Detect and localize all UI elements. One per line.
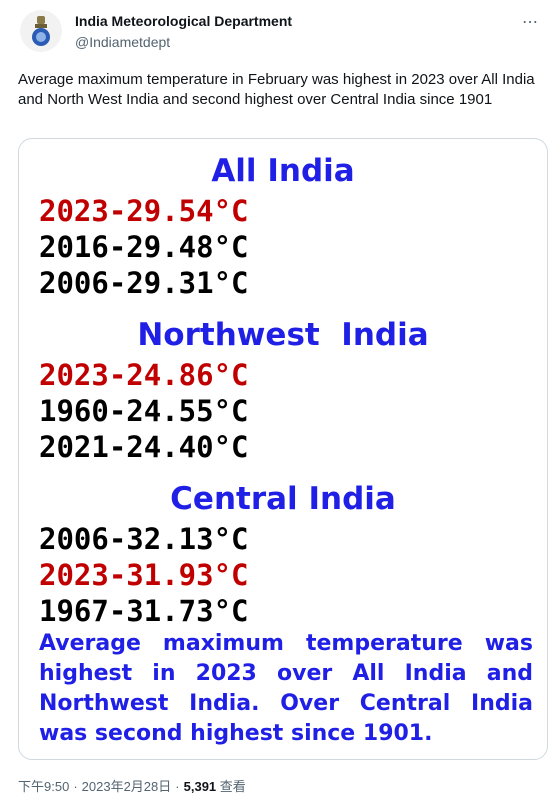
views-label: 查看 <box>219 779 246 794</box>
tweet-text: Average maximum temperature in February … <box>18 71 535 108</box>
record-entry: 2021-24.40°C <box>39 430 249 464</box>
record-entry: 2023-29.54°C <box>39 194 249 228</box>
record-entry: 2023-31.93°C <box>39 558 249 592</box>
record-entry: 2006-32.13°C <box>39 522 249 556</box>
separator <box>171 779 183 794</box>
time[interactable]: 下午9:50 <box>18 779 70 794</box>
separator <box>69 779 81 794</box>
record-entry: 1967-31.73°C <box>39 594 249 628</box>
tweet-meta: 下午9:50 2023年2月28日 5,391 查看 <box>18 776 246 795</box>
image-content: All India 2023-29.54°C 2016-29.48°C 2006-29… <box>19 139 547 749</box>
record-entry: 1960-24.55°C <box>39 394 249 428</box>
more-button[interactable]: ⋯ <box>522 14 539 31</box>
record-entry: 2023-24.86°C <box>39 358 249 392</box>
section-title: Central India <box>170 481 396 517</box>
views-count: 5,391 <box>183 779 217 794</box>
tweet-image[interactable]: All India 2023-29.54°C 2016-29.48°C 2006-29… <box>18 138 548 760</box>
date[interactable]: 2023年2月28日 <box>81 779 172 794</box>
author-name[interactable]: India Meteorological Department <box>75 13 293 29</box>
record-entry: 2016-29.48°C <box>39 230 249 264</box>
avatar[interactable] <box>20 10 62 52</box>
record-entry: 2006-29.31°C <box>39 266 249 300</box>
section-title: Northwest India <box>137 317 429 353</box>
summary-text: Average maximum temperature was highest … <box>39 631 533 746</box>
author-handle[interactable]: @Indiametdept <box>75 34 171 50</box>
section-title: All India <box>211 153 355 189</box>
